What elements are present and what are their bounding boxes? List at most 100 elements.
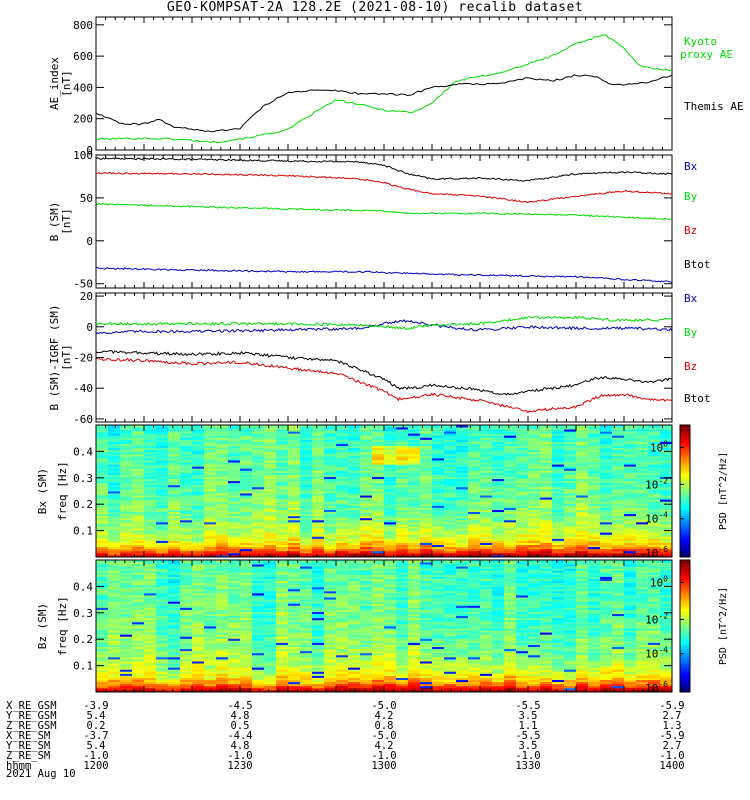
spectrogram-cell — [600, 499, 613, 502]
spectrogram-cell — [216, 449, 229, 453]
spectrogram-cell — [600, 550, 613, 554]
spectrogram-cell — [336, 519, 349, 523]
spectrogram-cell — [540, 466, 553, 469]
spectrogram-cell — [132, 513, 145, 517]
spectrogram-cell — [348, 546, 361, 550]
spectrogram-cell — [624, 488, 637, 492]
spectrogram-cell — [588, 530, 601, 533]
spectrogram-cell — [324, 546, 337, 550]
spectrogram-cell — [504, 480, 517, 484]
spectrogram-cell — [336, 458, 349, 461]
spectrogram-cell — [456, 544, 469, 548]
spectrogram-cell — [588, 515, 601, 519]
spectrogram-cell — [420, 554, 433, 558]
spectrogram-cell — [168, 638, 181, 641]
spectrogram-cell — [312, 517, 325, 521]
spectrogram-cell — [288, 433, 301, 436]
spectrogram-cell — [120, 630, 133, 633]
spectrogram-cell — [420, 431, 433, 434]
spectrogram-cell — [96, 605, 109, 608]
spectrogram-cell — [156, 548, 169, 552]
spectrogram-cell — [312, 466, 325, 469]
spectrogram-cell — [192, 560, 205, 563]
spectrogram-cell — [120, 474, 133, 477]
spectrogram-cell — [492, 507, 505, 510]
spectrogram-cell — [468, 468, 481, 471]
spectrogram-cell — [204, 493, 217, 496]
spectrogram-cell — [552, 509, 565, 513]
spectrogram-cell — [564, 499, 577, 502]
spectrogram-cell — [156, 544, 169, 548]
spectrogram-cell — [204, 665, 217, 668]
spectrogram-cell — [204, 663, 217, 666]
spectrogram-cell — [204, 460, 217, 463]
spectrogram-cell — [540, 449, 553, 453]
spectrogram-cell — [108, 524, 121, 527]
spectrogram-cell — [180, 441, 193, 444]
spectrogram-cell — [360, 480, 373, 484]
spectrogram-cell — [192, 562, 205, 565]
spectrogram-cell — [492, 433, 505, 436]
y-axis-label: B (SM) — [48, 202, 61, 242]
spectrogram-cell — [264, 464, 277, 467]
spectrogram-cell — [588, 441, 601, 444]
spectrogram-cell — [120, 663, 133, 666]
spectrogram-cell — [456, 431, 469, 434]
spectrogram-cell — [312, 548, 325, 552]
spectrogram-cell — [432, 517, 445, 521]
spectrogram-cell — [444, 478, 457, 482]
spectrogram-cell — [156, 599, 169, 602]
spectrogram-cell — [108, 532, 121, 535]
spectrogram-cell — [144, 497, 157, 500]
spectrogram-cell — [432, 474, 445, 477]
spectrogram-cell — [288, 470, 301, 473]
spectrogram-cell — [252, 464, 265, 467]
spectrogram-cell — [492, 466, 505, 469]
spectrogram-cell — [156, 552, 169, 556]
spectrogram-cell — [288, 517, 301, 521]
spectrogram-cell — [384, 534, 397, 537]
spectrogram-cell — [144, 455, 157, 459]
spectrogram-cell — [156, 626, 169, 629]
spectrogram-cell — [240, 513, 253, 517]
spectrogram-cell — [408, 488, 421, 492]
spectrogram-cell — [528, 554, 541, 558]
spectrogram-cell — [336, 453, 349, 457]
spectrogram-cell — [588, 466, 601, 469]
spectrogram-cell — [636, 437, 649, 440]
spectrogram-cell — [336, 470, 349, 473]
spectrogram-cell — [600, 476, 613, 480]
spectrogram-cell — [264, 546, 277, 550]
spectrogram-cell — [552, 528, 565, 531]
legend-bx: Bx — [684, 292, 698, 305]
spectrogram-cell — [144, 538, 157, 541]
spectrogram-cell — [168, 486, 181, 490]
spectrogram-cell — [108, 488, 121, 492]
spectrogram-cell — [648, 513, 661, 517]
spectrogram-cell — [612, 505, 625, 508]
spectrogram-cell — [636, 495, 649, 498]
spectrogram-cell — [336, 431, 349, 434]
spectrogram-cell — [120, 433, 133, 436]
spectrogram-cell — [456, 499, 469, 502]
spectrogram-cell — [324, 425, 337, 428]
spectrogram-cell — [660, 554, 673, 558]
spectrogram-cell — [168, 431, 181, 434]
spectrogram-cell — [120, 590, 133, 594]
spectrogram-cell — [108, 681, 121, 685]
spectrogram-cell — [168, 482, 181, 486]
colorbar-tick-label: 100 — [650, 439, 668, 454]
spectrogram-cell — [612, 552, 625, 556]
spectrogram-cell — [564, 468, 577, 471]
spectrogram-cell — [156, 656, 169, 660]
spectrogram-cell — [120, 453, 133, 457]
spectrogram-cell — [144, 466, 157, 469]
spectrogram-cell — [384, 538, 397, 541]
spectrogram-cell — [144, 683, 157, 687]
spectrogram-cell — [132, 540, 145, 543]
spectrogram-cell — [360, 468, 373, 471]
legend-btot: Btot — [684, 392, 711, 405]
spectrogram-cell — [108, 644, 121, 648]
spectrogram-cell — [576, 484, 589, 488]
spectrogram-cell — [156, 638, 169, 641]
